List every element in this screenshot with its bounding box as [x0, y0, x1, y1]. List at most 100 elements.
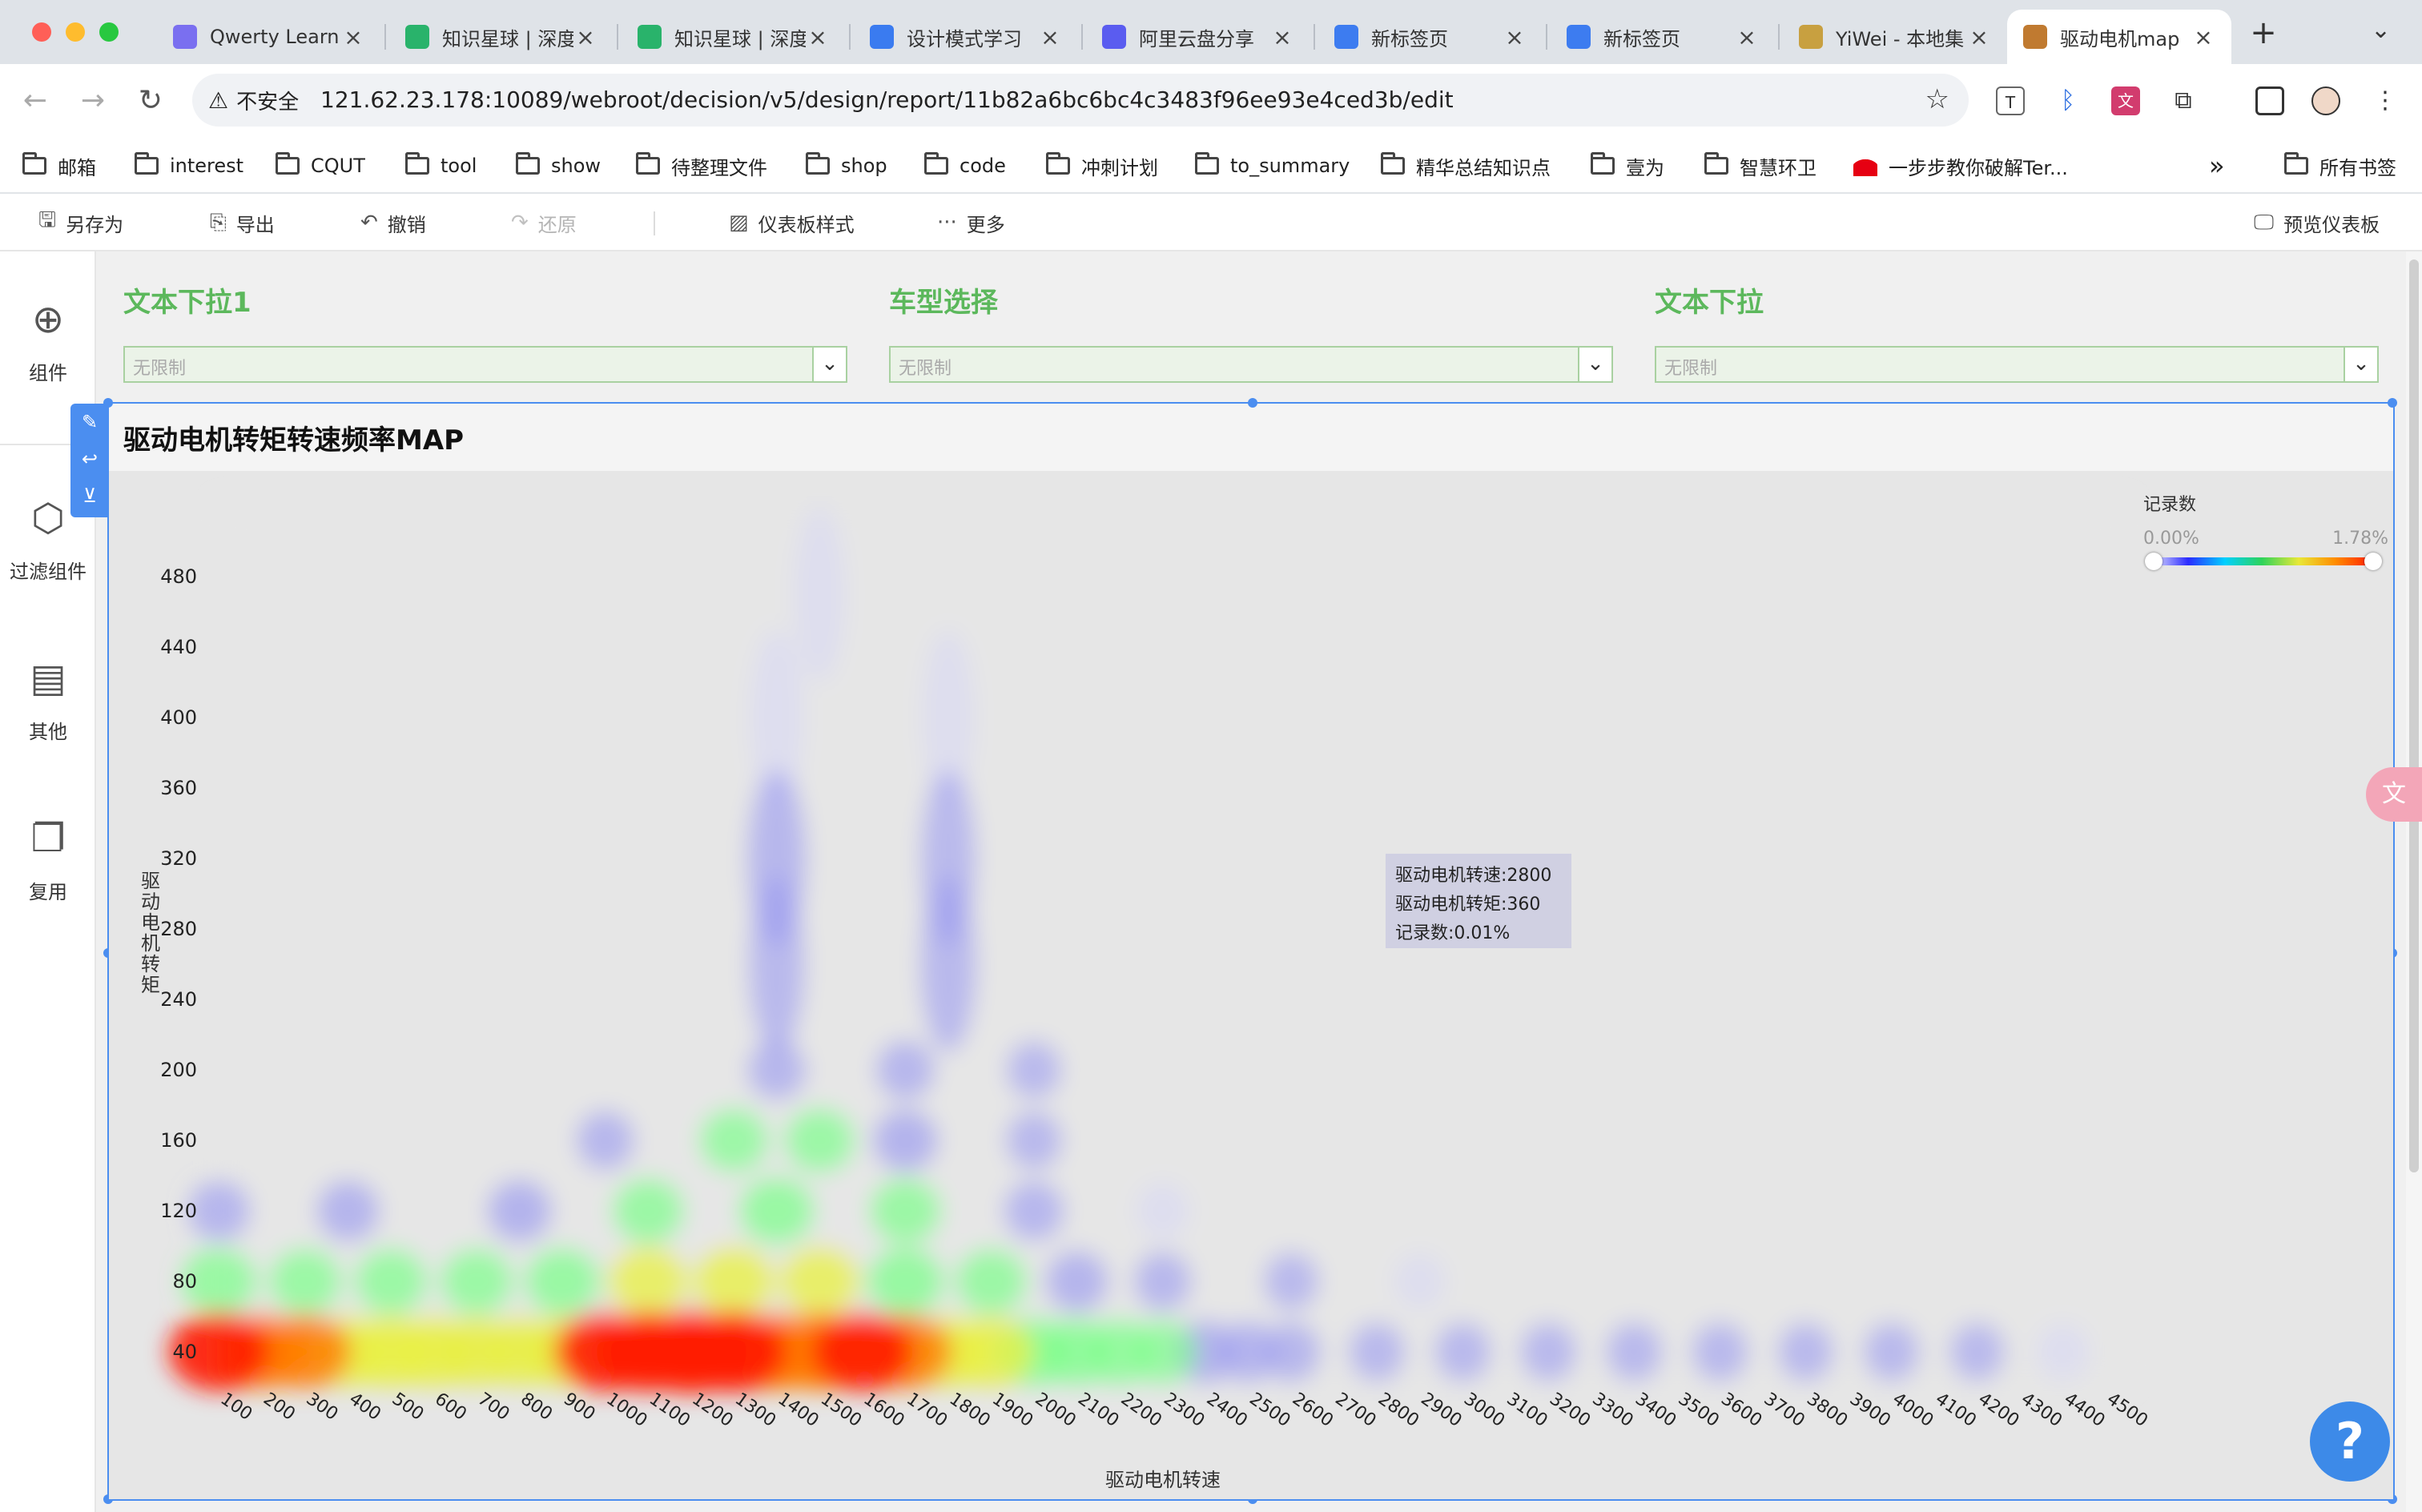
scrollbar-thumb[interactable] — [2409, 259, 2419, 1172]
heatmap-cell[interactable] — [811, 1312, 914, 1392]
heatmap-cell[interactable] — [1007, 1041, 1062, 1099]
browser-tab[interactable]: 新标签页 × — [1318, 10, 1543, 64]
bookmark-item[interactable]: 一步步教你破解Ter... — [1853, 146, 2068, 186]
heatmap-cell[interactable] — [634, 1310, 747, 1393]
dashboard-style-button[interactable]: ▨ 仪表板样式 — [729, 211, 855, 236]
bookmark-item[interactable]: tool — [405, 146, 477, 186]
heatmap-cell[interactable] — [2036, 1323, 2090, 1381]
heatmap-cell[interactable] — [794, 506, 846, 682]
heatmap-cell[interactable] — [750, 629, 804, 806]
bookmark-item[interactable]: 壹为 — [1591, 146, 1664, 186]
sidebar-item-reuse[interactable]: ❐ 复用 — [0, 812, 96, 904]
heatmap-cell[interactable] — [1520, 1322, 1577, 1381]
bookmark-item[interactable]: CQUT — [276, 146, 365, 186]
heatmap-cell[interactable] — [1349, 1322, 1406, 1381]
heatmap-cell[interactable] — [1006, 1111, 1062, 1170]
heatmap-cell[interactable] — [525, 1248, 601, 1315]
heatmap-cell[interactable] — [747, 1040, 807, 1100]
browser-tab[interactable]: 知识星球 | 深度 × — [389, 10, 614, 64]
minimize-window-button[interactable] — [66, 22, 85, 42]
close-tab-icon[interactable]: × — [576, 23, 595, 50]
heatmap-cell[interactable] — [316, 1180, 380, 1241]
bing-extension-icon[interactable]: ᛒ — [2061, 86, 2075, 115]
bookmark-item[interactable]: shop — [806, 146, 887, 186]
link-icon[interactable]: ↩ — [81, 448, 99, 470]
heatmap-cell[interactable] — [1778, 1323, 1833, 1381]
canvas-scrollbar[interactable] — [2406, 251, 2422, 1512]
preview-dashboard-button[interactable]: 🖵 预览仪表板 — [2254, 210, 2380, 236]
save-as-button[interactable]: 🖫 另存为 — [38, 208, 123, 237]
heatmap-cell[interactable] — [779, 1247, 860, 1316]
heatmap-cell[interactable] — [1864, 1323, 1919, 1381]
bookmark-item[interactable]: 冲刺计划 — [1046, 146, 1158, 186]
heatmap-cell[interactable] — [268, 1249, 342, 1314]
address-bar[interactable]: ⚠ 不安全 121.62.23.178:10089/webroot/decisi… — [192, 74, 1969, 127]
browser-tab[interactable]: 设计模式学习 × — [854, 10, 1078, 64]
heatmap-cell[interactable] — [1261, 1322, 1321, 1381]
tab-search-chevron-icon[interactable]: ⌄ — [2371, 16, 2392, 44]
browser-tab[interactable]: 知识星球 | 深度 × — [622, 10, 846, 64]
legend-max-handle[interactable] — [2364, 553, 2382, 570]
collapse-icon[interactable]: ⊻ — [82, 485, 97, 507]
help-button[interactable]: ? — [2310, 1401, 2390, 1482]
heatmap-cell[interactable] — [1393, 1253, 1446, 1310]
heatmap-cell[interactable] — [1264, 1253, 1319, 1310]
bookmark-item[interactable]: 待整理文件 — [636, 146, 767, 186]
heatmap-cell[interactable] — [693, 1246, 775, 1317]
bookmark-item[interactable]: 智慧环卫 — [1704, 146, 1816, 186]
heatmap-cell[interactable] — [784, 1108, 855, 1173]
heatmap-cell[interactable] — [1949, 1323, 2005, 1381]
more-button[interactable]: ··· 更多 — [937, 211, 1005, 236]
bookmark-item[interactable]: interest — [135, 146, 243, 186]
sidebar-item-other[interactable]: ▤ 其他 — [0, 652, 96, 744]
browser-tab[interactable]: Qwerty Learn × — [157, 10, 381, 64]
heatmap-cell[interactable] — [739, 1177, 815, 1245]
reload-button[interactable]: ↻ — [138, 84, 163, 117]
heatmap-cell[interactable] — [440, 1249, 513, 1314]
bookmark-item[interactable]: code — [924, 146, 1006, 186]
heatmap-cell[interactable] — [1434, 1322, 1491, 1381]
legend-min-handle[interactable] — [2145, 553, 2162, 570]
heatmap-cell[interactable] — [1134, 1252, 1192, 1311]
browser-tab[interactable]: 阿里云盘分享 × — [1086, 10, 1310, 64]
bookmark-item[interactable]: show — [516, 146, 601, 186]
browser-tab[interactable]: 驱动电机map × — [2007, 10, 2231, 64]
browser-tab[interactable]: YiWei - 本地集 × — [1783, 10, 2007, 64]
heatmap-cell[interactable] — [168, 1312, 271, 1392]
export-button[interactable]: ⎘ 导出 — [210, 210, 275, 236]
translate-float-icon[interactable]: 文 — [2366, 767, 2422, 822]
heatmap-widget[interactable]: ✎ ↩ ⊻ 驱动电机转矩转速频率MAP 100 200 300 400 500 600 70… — [70, 398, 2397, 1504]
close-window-button[interactable] — [32, 22, 51, 42]
bookmark-item[interactable]: 邮箱 — [22, 146, 96, 186]
new-tab-button[interactable]: + — [2250, 14, 2277, 51]
resize-handle[interactable] — [103, 398, 113, 408]
back-button[interactable]: ← — [22, 84, 48, 117]
heatmap-cell[interactable] — [182, 1248, 257, 1315]
sidebar-item-components[interactable]: ⊕ 组件 — [0, 293, 96, 385]
bookmark-item[interactable]: to_summary — [1195, 146, 1350, 186]
all-bookmarks-button[interactable]: 所有书签 — [2284, 146, 2396, 186]
heatmap-cell[interactable] — [870, 1178, 941, 1244]
resize-handle[interactable] — [1248, 398, 1257, 408]
security-indicator[interactable]: ⚠ 不安全 — [208, 82, 299, 119]
heatmap-chart[interactable]: 100 200 300 400 500 600 700 800 900 1000110012001… — [109, 471, 2393, 1499]
sidebar-item-filter-components[interactable]: ⬡ 过滤组件 — [0, 492, 96, 584]
heatmap-cell[interactable] — [1136, 1182, 1190, 1240]
translate-extension-icon[interactable]: T — [1996, 86, 2025, 115]
extensions-puzzle-icon[interactable]: ⧉ — [2175, 86, 2192, 115]
bookmarks-overflow-button[interactable]: » — [2209, 151, 2225, 181]
filter-select[interactable]: 无限制 ⌄ — [889, 346, 1613, 383]
heatmap-cell[interactable] — [699, 1108, 769, 1172]
profile-avatar[interactable] — [2311, 86, 2340, 115]
chevron-down-icon[interactable]: ⌄ — [1578, 348, 1611, 381]
bookmark-item[interactable]: 精华总结知识点 — [1381, 146, 1551, 186]
close-tab-icon[interactable]: × — [1505, 23, 1524, 50]
heatmap-cell[interactable] — [354, 1249, 428, 1314]
close-tab-icon[interactable]: × — [1737, 23, 1756, 50]
heatmap-cell[interactable] — [608, 1247, 689, 1316]
heatmap-cell[interactable] — [873, 1109, 938, 1172]
resize-handle[interactable] — [2388, 398, 2397, 408]
heatmap-cell[interactable] — [956, 1249, 1027, 1314]
heatmap-cell[interactable] — [576, 1111, 634, 1170]
close-tab-icon[interactable]: × — [1040, 23, 1060, 50]
